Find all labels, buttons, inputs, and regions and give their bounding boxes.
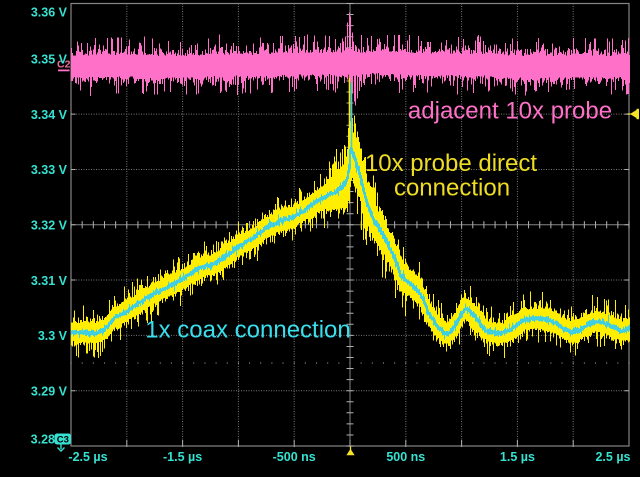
svg-text:1.5 µs: 1.5 µs [500, 450, 535, 464]
svg-text:adjacent 10x probe: adjacent 10x probe [408, 98, 612, 125]
svg-text:3.35 V: 3.35 V [31, 53, 68, 67]
svg-text:1x coax connection: 1x coax connection [145, 317, 350, 344]
svg-text:-500 ns: -500 ns [273, 450, 316, 464]
svg-text:C3: C3 [57, 435, 69, 446]
svg-text:3.33 V: 3.33 V [31, 163, 68, 177]
svg-text:-2.5 µs: -2.5 µs [68, 450, 107, 464]
svg-text:3.29 V: 3.29 V [31, 384, 68, 398]
svg-text:500 ns: 500 ns [386, 450, 425, 464]
svg-text:3.28: 3.28 [31, 433, 55, 447]
svg-text:10x probe direct: 10x probe direct [365, 150, 537, 177]
svg-text:3.36 V: 3.36 V [31, 6, 68, 20]
svg-text:2.5 µs: 2.5 µs [595, 450, 630, 464]
svg-text:-1.5 µs: -1.5 µs [163, 450, 202, 464]
svg-text:connection: connection [394, 175, 510, 202]
svg-text:C2: C2 [57, 59, 71, 71]
svg-text:3.32 V: 3.32 V [31, 218, 68, 232]
svg-text:3.31 V: 3.31 V [31, 274, 68, 288]
svg-text:3.3 V: 3.3 V [38, 329, 68, 343]
svg-text:3.34 V: 3.34 V [31, 108, 68, 122]
